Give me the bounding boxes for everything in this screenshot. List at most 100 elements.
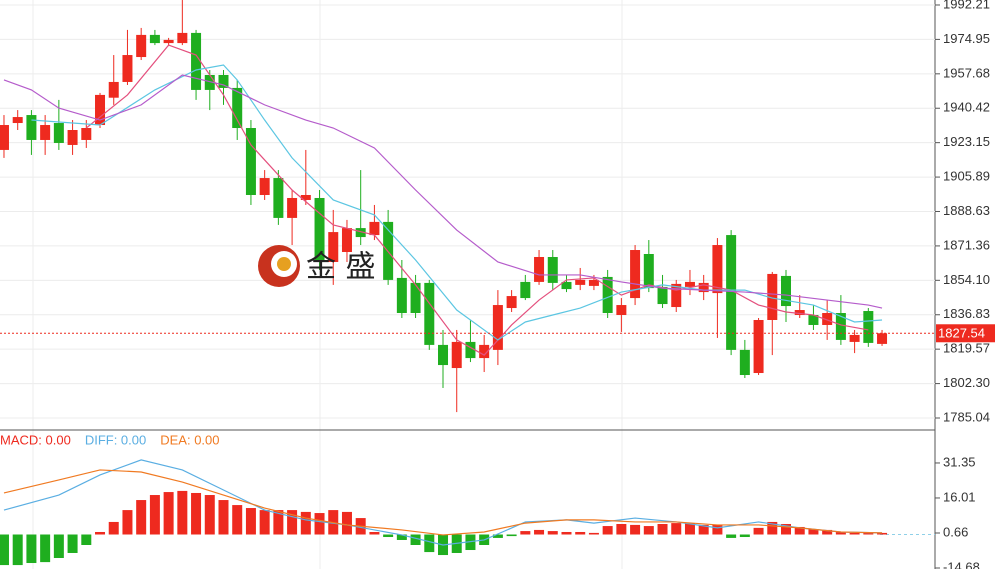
candle-body — [575, 279, 586, 285]
y-tick-label: 16.01 — [943, 489, 976, 504]
y-tick-label: 1802.30 — [943, 375, 990, 390]
moving-average-line — [85, 44, 869, 356]
y-tick-label: 1974.95 — [943, 31, 990, 46]
candle-body — [739, 349, 750, 376]
macd-bar — [698, 524, 709, 535]
macd-bar — [616, 524, 627, 535]
y-tick-label: 1819.57 — [943, 341, 990, 356]
macd-bar — [136, 500, 147, 535]
macd-bar — [534, 529, 545, 535]
logo — [277, 257, 291, 271]
candle-body — [781, 275, 792, 307]
candle-body — [40, 125, 51, 140]
macd-bar — [26, 534, 37, 564]
candle-body — [657, 286, 668, 305]
y-tick-label: 1871.36 — [943, 237, 990, 252]
candle-body — [273, 178, 284, 218]
macd-bar — [369, 531, 380, 535]
candle-body — [149, 34, 160, 44]
macd-bar — [12, 534, 23, 566]
macd-bar — [863, 532, 874, 535]
macd-bar — [726, 534, 737, 538]
macd-bar — [657, 524, 668, 535]
y-tick-label: 1854.10 — [943, 272, 990, 287]
candle-body — [561, 281, 572, 290]
candle-body — [602, 276, 613, 314]
candle-body — [204, 74, 215, 90]
candle-body — [506, 296, 517, 309]
candle-body — [314, 197, 325, 262]
macd-bar — [602, 526, 613, 535]
macd-bar — [300, 511, 311, 535]
candle-body — [355, 228, 366, 238]
watermark-text: 金 盛 — [306, 250, 376, 285]
candle-body — [492, 305, 503, 350]
macd-bar — [67, 534, 78, 553]
macd-bar — [204, 495, 215, 535]
candle-body — [410, 282, 421, 314]
candle-body — [863, 311, 874, 343]
y-tick-label: 1888.63 — [943, 203, 990, 218]
macd-bar — [643, 526, 654, 535]
candle-body — [163, 39, 174, 44]
candle-body — [534, 256, 545, 282]
candle-body — [767, 273, 778, 320]
macd-bar — [808, 529, 819, 535]
macd-bar — [424, 534, 435, 553]
legend-label: DIFF: 0.00 — [85, 432, 146, 447]
candle-body — [424, 282, 435, 345]
macd-bar — [232, 505, 243, 535]
candle-body — [849, 334, 860, 342]
candle-body — [95, 94, 106, 126]
macd-bar — [630, 524, 641, 535]
watermark: 金 盛 — [258, 245, 376, 287]
last-price-label: 1827.54 — [938, 326, 985, 341]
macd-bar — [163, 492, 174, 535]
candle-body — [451, 341, 462, 369]
macd-bar — [259, 510, 270, 535]
macd-bar — [492, 534, 503, 538]
candle-body — [122, 55, 133, 82]
candle-body — [191, 32, 202, 90]
candle-body — [822, 313, 833, 325]
macd-bar — [149, 495, 160, 535]
macd-bar — [383, 534, 394, 538]
last-price-box — [936, 324, 995, 343]
candle-body — [177, 32, 188, 44]
macd-bar — [794, 526, 805, 535]
macd-bar — [520, 531, 531, 535]
candle-body — [26, 115, 37, 140]
macd-bar — [218, 500, 229, 535]
macd-line — [3, 459, 883, 546]
macd-bar — [0, 534, 9, 566]
candle-body — [341, 228, 352, 253]
candle-body — [794, 310, 805, 316]
candle-body — [465, 341, 476, 359]
candle-body — [438, 344, 449, 366]
candle-body — [671, 283, 682, 308]
y-tick-label: 1992.21 — [943, 0, 990, 11]
candle-body — [369, 221, 380, 236]
candle-body — [108, 81, 119, 98]
legend-label: MACD: 0.00 — [0, 432, 71, 447]
macd-bar — [191, 492, 202, 535]
candle-body — [835, 313, 846, 340]
macd-bar — [273, 510, 284, 535]
macd-bar — [835, 531, 846, 535]
candle-body — [396, 277, 407, 314]
candle-body — [712, 245, 723, 294]
macd-bar — [822, 529, 833, 535]
candle-body — [753, 319, 764, 374]
macd-bar — [314, 513, 325, 535]
candle-body — [547, 256, 558, 283]
candle-body — [287, 197, 298, 218]
candle-body — [81, 128, 92, 140]
macd-bar — [40, 534, 51, 563]
moving-average-line — [31, 64, 883, 341]
macd-bar — [410, 534, 421, 545]
y-tick-label: 31.35 — [943, 454, 976, 469]
macd-bar — [781, 524, 792, 535]
macd-bar — [547, 531, 558, 535]
macd-bar — [341, 511, 352, 535]
